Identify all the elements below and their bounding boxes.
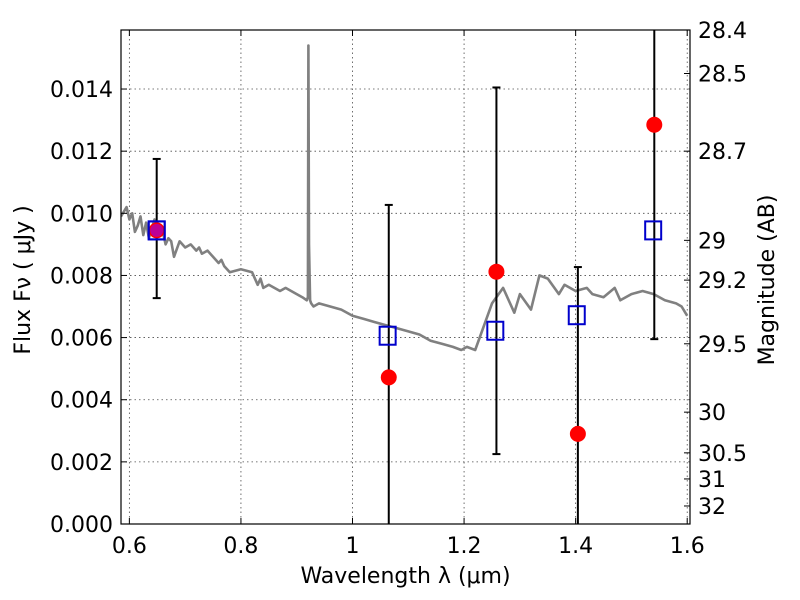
x-tick-label: 0.6 <box>112 534 147 559</box>
x-tick-label: 1.4 <box>558 534 593 559</box>
data-points <box>147 116 663 442</box>
right-tick-label: 29 <box>698 229 726 254</box>
x-tick-label: 1.2 <box>447 534 482 559</box>
y-tick-label: 0.002 <box>50 451 113 476</box>
right-tick-label: 32 <box>698 495 726 520</box>
axis-ticks: 0.6 0.8 1 1.2 1.4 1.6 0.000 0.002 0.004 0.006 0.00… <box>50 19 747 559</box>
model-point <box>567 305 586 326</box>
right-tick-label: 30 <box>698 401 726 426</box>
model-point <box>378 325 397 346</box>
right-axis-title: Magnitude (AB) <box>755 195 780 366</box>
spectrum-line <box>121 44 689 352</box>
y-tick-label: 0.000 <box>50 513 113 538</box>
right-tick-label: 28.5 <box>698 62 747 87</box>
right-tick-label: 29.5 <box>698 333 747 358</box>
error-bars <box>152 30 659 524</box>
x-axis-title: Wavelength λ (μm) <box>300 564 510 589</box>
model-point <box>644 220 663 241</box>
right-tick-label: 31 <box>698 468 726 493</box>
observed-point <box>380 369 397 386</box>
plot-frame <box>120 29 691 525</box>
grid <box>121 30 690 524</box>
y-tick-label: 0.008 <box>50 264 113 289</box>
model-point-overlay <box>147 220 166 241</box>
spectrum-series <box>121 44 689 352</box>
right-tick-label: 28.7 <box>698 140 747 165</box>
right-tick-label: 28.4 <box>698 19 747 44</box>
x-tick-label: 1.6 <box>670 534 705 559</box>
overlap-point <box>150 223 164 237</box>
y-tick-label: 0.012 <box>50 140 113 165</box>
y-tick-label: 0.004 <box>50 389 113 414</box>
observed-point <box>488 263 505 280</box>
observed-point <box>569 425 586 442</box>
observed-point <box>646 116 663 133</box>
y-tick-label: 0.006 <box>50 327 113 352</box>
y-tick-label: 0.014 <box>50 78 113 103</box>
right-tick-label: 30.5 <box>698 442 747 467</box>
x-tick-label: 1 <box>346 534 360 559</box>
x-tick-label: 0.8 <box>223 534 258 559</box>
right-tick-label: 29.2 <box>698 269 747 294</box>
y-axis-title: Flux Fν ( μJy ) <box>11 205 36 354</box>
y-tick-label: 0.010 <box>50 202 113 227</box>
model-point <box>486 320 505 341</box>
